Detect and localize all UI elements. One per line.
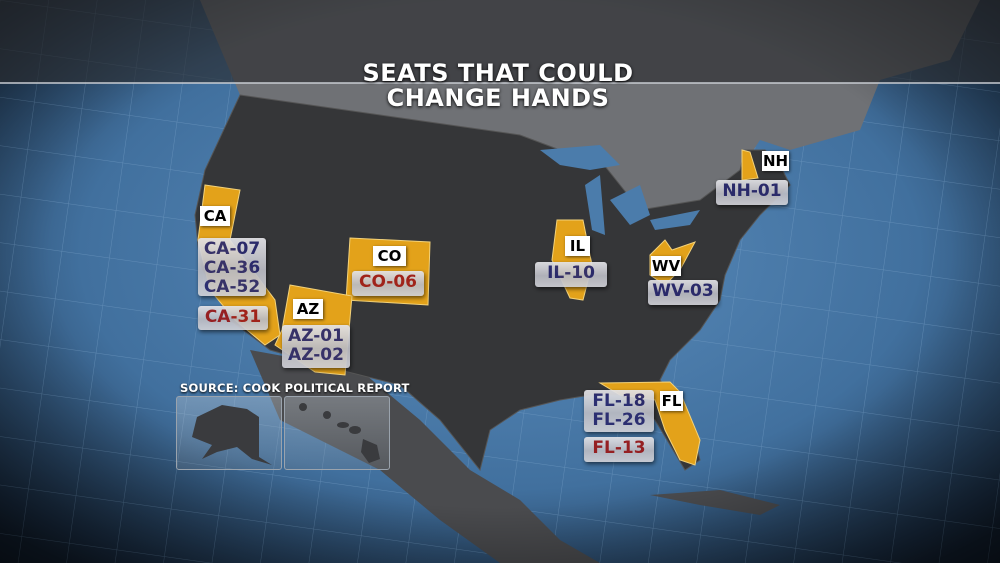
seat-label: NH-01 bbox=[722, 181, 782, 201]
seat-label: CA-52 bbox=[203, 277, 261, 297]
state-label-co: CO bbox=[373, 246, 406, 266]
seat-box-ca-red: CA-31 bbox=[198, 306, 268, 330]
state-label-az: AZ bbox=[293, 299, 323, 319]
hawaii-inset bbox=[284, 396, 390, 470]
seat-label: CA-07 bbox=[203, 239, 261, 259]
state-label-ca: CA bbox=[200, 206, 230, 226]
seat-box-fl-blue: FL-18 FL-26 bbox=[584, 390, 654, 432]
seat-box-co-red: CO-06 bbox=[352, 271, 424, 296]
seat-label: CO-06 bbox=[359, 272, 417, 292]
state-label-wv: WV bbox=[651, 256, 681, 276]
seat-box-wv-blue: WV-03 bbox=[648, 280, 718, 305]
seat-label: WV-03 bbox=[652, 281, 714, 301]
seat-label: IL-10 bbox=[547, 263, 595, 283]
title: SEATS THAT COULD CHANGE HANDS bbox=[300, 61, 696, 111]
seat-label: FL-18 bbox=[592, 391, 646, 411]
seat-label: CA-36 bbox=[203, 258, 261, 278]
seat-label: AZ-02 bbox=[288, 345, 344, 365]
hawaii-shape bbox=[299, 403, 380, 463]
source-credit: SOURCE: COOK POLITICAL REPORT bbox=[180, 381, 410, 395]
seat-label: CA-31 bbox=[204, 307, 262, 327]
top-band bbox=[0, 0, 1000, 83]
seat-label: FL-13 bbox=[592, 438, 646, 458]
title-line2: CHANGE HANDS bbox=[386, 84, 610, 112]
state-label-il: IL bbox=[565, 236, 590, 256]
title-line1: SEATS THAT COULD bbox=[362, 59, 634, 87]
seat-box-az-blue: AZ-01 AZ-02 bbox=[282, 325, 350, 368]
state-label-fl: FL bbox=[660, 391, 683, 411]
seat-label: FL-26 bbox=[592, 410, 646, 430]
seat-label: AZ-01 bbox=[288, 326, 344, 346]
state-label-nh: NH bbox=[762, 151, 789, 171]
seat-box-ca-blue: CA-07 CA-36 CA-52 bbox=[198, 238, 266, 297]
alaska-inset bbox=[176, 396, 282, 470]
seat-box-fl-red: FL-13 bbox=[584, 437, 654, 462]
alaska-shape bbox=[192, 405, 272, 465]
seat-box-nh-blue: NH-01 bbox=[716, 180, 788, 205]
seat-box-il-blue: IL-10 bbox=[535, 262, 607, 287]
